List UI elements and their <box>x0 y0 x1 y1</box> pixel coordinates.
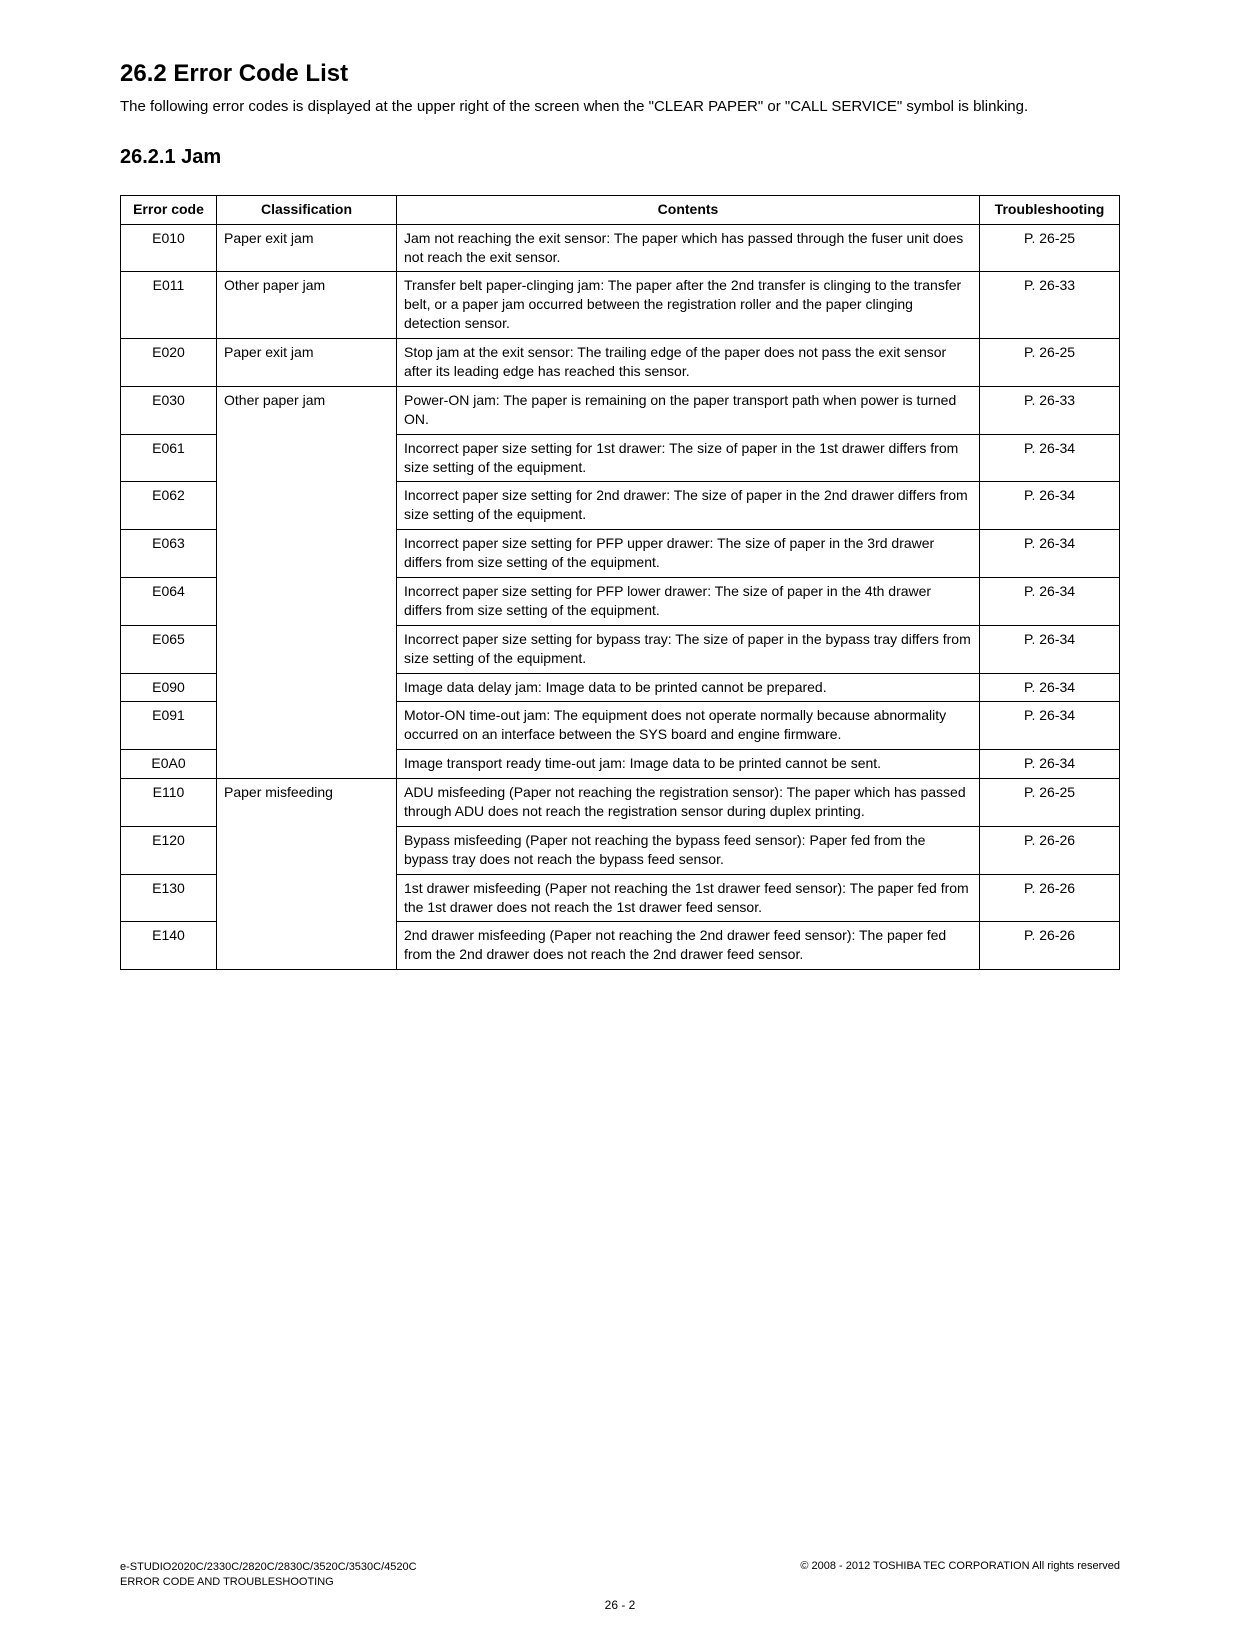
cell-error-code: E020 <box>121 339 217 387</box>
cell-troubleshooting: P. 26-26 <box>980 826 1120 874</box>
cell-troubleshooting: P. 26-26 <box>980 874 1120 922</box>
cell-contents: ADU misfeeding (Paper not reaching the r… <box>397 779 980 827</box>
cell-error-code: E091 <box>121 702 217 750</box>
cell-troubleshooting: P. 26-34 <box>980 482 1120 530</box>
cell-contents: 2nd drawer misfeeding (Paper not reachin… <box>397 922 980 970</box>
table-row: E030Other paper jamPower-ON jam: The pap… <box>121 386 1120 434</box>
cell-error-code: E062 <box>121 482 217 530</box>
cell-error-code: E030 <box>121 386 217 434</box>
table-row: E020Paper exit jamStop jam at the exit s… <box>121 339 1120 387</box>
cell-contents: Incorrect paper size setting for 2nd dra… <box>397 482 980 530</box>
table-header-row: Error code Classification Contents Troub… <box>121 195 1120 224</box>
cell-error-code: E010 <box>121 224 217 272</box>
cell-troubleshooting: P. 26-25 <box>980 339 1120 387</box>
cell-classification: Paper exit jam <box>217 224 397 272</box>
cell-error-code: E130 <box>121 874 217 922</box>
footer-left: e-STUDIO2020C/2330C/2820C/2830C/3520C/35… <box>120 1560 417 1590</box>
table-body: E010Paper exit jamJam not reaching the e… <box>121 224 1120 970</box>
cell-troubleshooting: P. 26-26 <box>980 922 1120 970</box>
cell-troubleshooting: P. 26-34 <box>980 673 1120 702</box>
th-contents: Contents <box>397 195 980 224</box>
cell-error-code: E064 <box>121 578 217 626</box>
cell-contents: Image transport ready time-out jam: Imag… <box>397 750 980 779</box>
cell-error-code: E120 <box>121 826 217 874</box>
cell-troubleshooting: P. 26-34 <box>980 578 1120 626</box>
subsection-title: 26.2.1 Jam <box>120 146 1120 169</box>
cell-troubleshooting: P. 26-34 <box>980 625 1120 673</box>
th-troubleshooting: Troubleshooting <box>980 195 1120 224</box>
cell-contents: Motor-ON time-out jam: The equipment doe… <box>397 702 980 750</box>
cell-troubleshooting: P. 26-25 <box>980 224 1120 272</box>
th-classification: Classification <box>217 195 397 224</box>
cell-classification: Other paper jam <box>217 272 397 339</box>
table-row: E011Other paper jamTransfer belt paper-c… <box>121 272 1120 339</box>
cell-contents: Incorrect paper size setting for PFP low… <box>397 578 980 626</box>
cell-error-code: E063 <box>121 530 217 578</box>
footer-section-name: ERROR CODE AND TROUBLESHOOTING <box>120 1576 334 1588</box>
cell-contents: Transfer belt paper-clinging jam: The pa… <box>397 272 980 339</box>
cell-contents: 1st drawer misfeeding (Paper not reachin… <box>397 874 980 922</box>
table-row: E110Paper misfeedingADU misfeeding (Pape… <box>121 779 1120 827</box>
cell-troubleshooting: P. 26-25 <box>980 779 1120 827</box>
cell-contents: Power-ON jam: The paper is remaining on … <box>397 386 980 434</box>
cell-contents: Image data delay jam: Image data to be p… <box>397 673 980 702</box>
cell-error-code: E011 <box>121 272 217 339</box>
cell-classification: Other paper jam <box>217 386 397 778</box>
cell-contents: Incorrect paper size setting for bypass … <box>397 625 980 673</box>
cell-contents: Stop jam at the exit sensor: The trailin… <box>397 339 980 387</box>
cell-troubleshooting: P. 26-34 <box>980 434 1120 482</box>
cell-contents: Incorrect paper size setting for PFP upp… <box>397 530 980 578</box>
page-number: 26 - 2 <box>0 1598 1240 1612</box>
cell-troubleshooting: P. 26-34 <box>980 750 1120 779</box>
footer-copyright: © 2008 - 2012 TOSHIBA TEC CORPORATION Al… <box>800 1560 1120 1572</box>
cell-contents: Jam not reaching the exit sensor: The pa… <box>397 224 980 272</box>
cell-troubleshooting: P. 26-33 <box>980 386 1120 434</box>
cell-classification: Paper misfeeding <box>217 779 397 970</box>
footer-model: e-STUDIO2020C/2330C/2820C/2830C/3520C/35… <box>120 1561 417 1573</box>
cell-classification: Paper exit jam <box>217 339 397 387</box>
error-code-table: Error code Classification Contents Troub… <box>120 195 1120 971</box>
document-page: 26.2 Error Code List The following error… <box>0 0 1240 1650</box>
page-footer: e-STUDIO2020C/2330C/2820C/2830C/3520C/35… <box>120 1560 1120 1590</box>
cell-contents: Incorrect paper size setting for 1st dra… <box>397 434 980 482</box>
section-title: 26.2 Error Code List <box>120 60 1120 88</box>
cell-error-code: E065 <box>121 625 217 673</box>
cell-error-code: E0A0 <box>121 750 217 779</box>
cell-error-code: E140 <box>121 922 217 970</box>
cell-troubleshooting: P. 26-34 <box>980 702 1120 750</box>
cell-error-code: E061 <box>121 434 217 482</box>
th-error-code: Error code <box>121 195 217 224</box>
cell-contents: Bypass misfeeding (Paper not reaching th… <box>397 826 980 874</box>
cell-error-code: E110 <box>121 779 217 827</box>
section-intro: The following error codes is displayed a… <box>120 96 1120 118</box>
cell-troubleshooting: P. 26-33 <box>980 272 1120 339</box>
table-row: E010Paper exit jamJam not reaching the e… <box>121 224 1120 272</box>
cell-error-code: E090 <box>121 673 217 702</box>
cell-troubleshooting: P. 26-34 <box>980 530 1120 578</box>
